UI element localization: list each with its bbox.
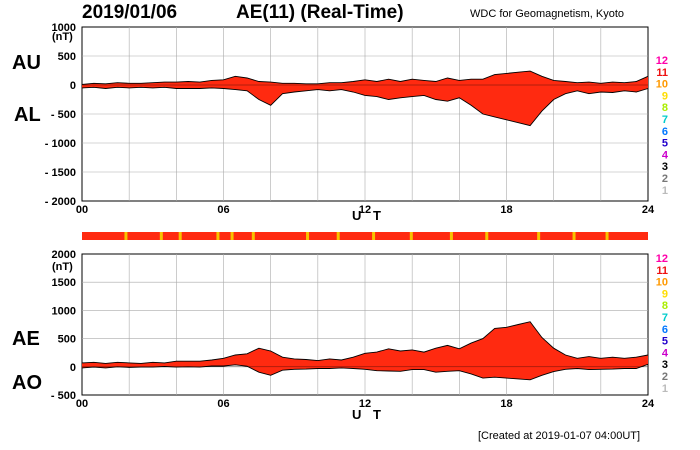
quality-strip	[82, 232, 648, 240]
x-axis-label: U T	[352, 208, 385, 223]
legend-level-3: 3	[662, 161, 668, 173]
series-line-ao	[81, 363, 649, 381]
y-tick-label: 1500	[52, 277, 76, 289]
quality-flag	[572, 232, 576, 240]
envelope-fill	[82, 321, 648, 380]
legend-level-10: 10	[656, 79, 668, 91]
legend-level-4: 4	[662, 347, 669, 359]
created-timestamp: [Created at 2019-01-07 04:00UT]	[478, 430, 641, 442]
legend-level-7: 7	[662, 114, 668, 126]
quality-flag	[537, 232, 541, 240]
quality-flag	[605, 232, 609, 240]
quality-flag	[306, 232, 310, 240]
x-tick-label: 06	[217, 398, 229, 410]
source-label: WDC for Geomagnetism, Kyoto	[470, 8, 625, 20]
legend-level-6: 6	[662, 324, 668, 336]
x-axis-label: U T	[352, 407, 385, 422]
ae-ao-area	[81, 321, 649, 381]
quality-flag	[159, 232, 163, 240]
y-axis-ticks: 1000 500 0 - 500 - 1000 - 1500 - 2000	[45, 22, 76, 208]
legend-level-1: 1	[662, 185, 668, 197]
legend-level-5: 5	[662, 138, 668, 150]
legend-level-12: 12	[656, 55, 668, 67]
legend-level-9: 9	[662, 90, 668, 102]
x-tick-label: 00	[76, 204, 88, 216]
y-tick-label: 0	[70, 362, 76, 374]
legend-level-11: 11	[656, 67, 668, 79]
x-tick-label: 12	[359, 398, 371, 410]
strip-bar	[82, 232, 648, 240]
legend-level-8: 8	[662, 300, 668, 312]
series-line-au	[81, 70, 649, 85]
au-al-area	[81, 70, 649, 127]
x-tick-label: 24	[642, 398, 655, 410]
unit-label: (nT)	[52, 261, 73, 273]
chart-au-al: 1000 500 0 - 500 - 1000 - 1500 - 2000 00 06 12 18…	[45, 22, 655, 223]
y-tick-label: - 2000	[45, 196, 76, 208]
quality-flag	[336, 232, 340, 240]
y-tick-label: 0	[70, 80, 76, 92]
x-tick-label: 18	[500, 398, 512, 410]
ao-label: AO	[12, 372, 42, 394]
quality-flag	[178, 232, 182, 240]
quality-flag	[230, 232, 234, 240]
y-tick-label: - 1000	[45, 138, 76, 150]
quality-flag	[409, 232, 413, 240]
chart-ae-ao: 2000 1500 1000 500 0 - 500 00 06 12 18 24 (nT) U …	[51, 249, 655, 422]
quality-flag	[124, 232, 128, 240]
legend-level-5: 5	[662, 336, 668, 348]
quality-flag	[216, 232, 220, 240]
y-tick-label: 500	[58, 51, 76, 63]
ae-label: AE	[12, 328, 40, 350]
x-axis-ticks: 00 06 12 18 24	[76, 204, 655, 216]
y-tick-label: 1000	[52, 22, 76, 34]
chart-title: AE(11) (Real-Time)	[236, 2, 404, 23]
al-label: AL	[14, 104, 41, 126]
x-tick-label: 24	[642, 204, 655, 216]
quality-flag	[372, 232, 376, 240]
legend-level-1: 1	[662, 383, 668, 395]
legend-level-2: 2	[662, 173, 668, 185]
quality-flag	[251, 232, 255, 240]
series-line-ae	[81, 321, 649, 364]
legend-level-7: 7	[662, 312, 668, 324]
legend-level-8: 8	[662, 102, 668, 114]
legend-level-10: 10	[656, 277, 668, 289]
y-tick-label: - 500	[51, 390, 76, 402]
au-label: AU	[12, 52, 41, 74]
legend-level-3: 3	[662, 359, 668, 371]
quality-flag	[449, 232, 453, 240]
quality-flag	[485, 232, 489, 240]
y-tick-label: - 1500	[45, 167, 76, 179]
date-title: 2019/01/06	[82, 2, 178, 23]
x-tick-label: 06	[217, 204, 229, 216]
legend-level-6: 6	[662, 126, 668, 138]
y-axis-ticks: 2000 1500 1000 500 0 - 500	[51, 249, 76, 402]
x-tick-label: 00	[76, 398, 88, 410]
y-tick-label: 2000	[52, 249, 76, 261]
y-tick-label: 1000	[52, 305, 76, 317]
legend-level-4: 4	[662, 149, 669, 161]
y-tick-label: 500	[58, 334, 76, 346]
y-tick-label: - 500	[51, 109, 76, 121]
x-axis-ticks: 00 06 12 18 24	[76, 398, 655, 410]
x-tick-label: 18	[500, 204, 512, 216]
legend-level-9: 9	[662, 288, 668, 300]
legend-level-2: 2	[662, 371, 668, 383]
unit-label: (nT)	[52, 31, 73, 43]
envelope-fill	[82, 71, 648, 126]
x-tick-label: 12	[359, 204, 371, 216]
grid	[82, 254, 648, 395]
strip-flags	[124, 232, 609, 240]
grid	[82, 27, 648, 201]
legend-level-11: 11	[656, 265, 668, 277]
legend-level-12: 12	[656, 253, 668, 265]
series-line-al	[81, 86, 649, 127]
